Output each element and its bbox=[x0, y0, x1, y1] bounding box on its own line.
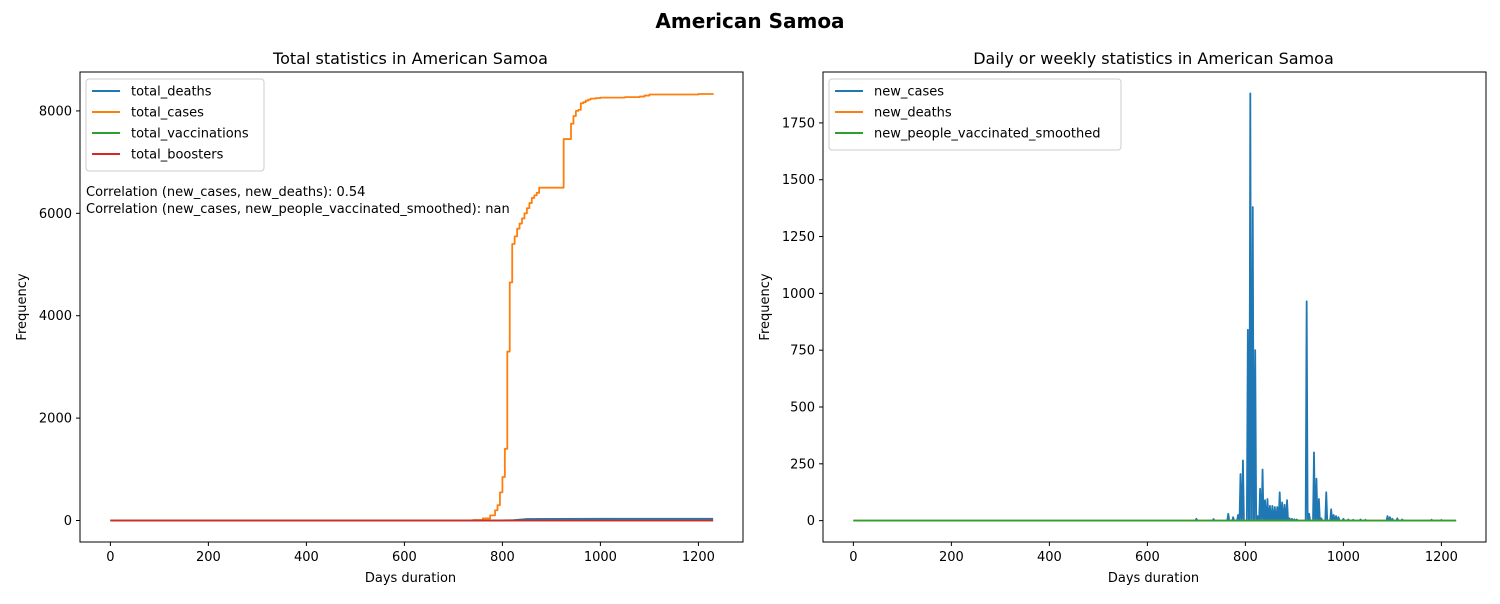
legend-label: new_deaths bbox=[874, 106, 952, 121]
daily-statistics-chart: Daily or weekly statistics in American S… bbox=[758, 49, 1487, 586]
x-tick-label: 0 bbox=[849, 550, 857, 565]
y-tick-label: 4000 bbox=[39, 309, 72, 324]
y-tick-label: 1500 bbox=[782, 173, 815, 188]
legend-label: total_deaths bbox=[131, 85, 212, 100]
figure-title: American Samoa bbox=[655, 9, 844, 33]
x-tick-label: 200 bbox=[196, 550, 221, 565]
total-statistics-chart: Total statistics in American Samoa Days … bbox=[15, 49, 744, 586]
chart-title-total: Total statistics in American Samoa bbox=[272, 49, 548, 68]
correlation-annotation-vaccinations: Correlation (new_cases, new_people_vacci… bbox=[86, 202, 510, 217]
y-axis-label-total: Frequency bbox=[15, 273, 30, 340]
x-axis-label-total: Days duration bbox=[365, 571, 456, 586]
y-tick-label: 0 bbox=[807, 514, 815, 529]
x-tick-label: 400 bbox=[294, 550, 319, 565]
x-tick-label: 800 bbox=[1233, 550, 1258, 565]
x-tick-label: 400 bbox=[1037, 550, 1062, 565]
y-tick-label: 250 bbox=[790, 457, 815, 472]
legend-label: total_vaccinations bbox=[131, 127, 249, 142]
x-tick-label: 0 bbox=[106, 550, 114, 565]
axes-frame bbox=[822, 71, 1487, 543]
legend bbox=[828, 78, 1122, 151]
chart-title-daily: Daily or weekly statistics in American S… bbox=[973, 49, 1334, 68]
x-tick-label: 1200 bbox=[682, 550, 715, 565]
x-tick-label: 1200 bbox=[1425, 550, 1458, 565]
series-line-new-cases bbox=[853, 92, 1457, 522]
y-tick-label: 1250 bbox=[782, 230, 815, 245]
y-tick-label: 750 bbox=[790, 344, 815, 359]
y-tick-label: 1750 bbox=[782, 116, 815, 131]
x-tick-label: 800 bbox=[490, 550, 515, 565]
series-line-total-cases bbox=[110, 93, 715, 522]
axes-frame bbox=[79, 71, 744, 543]
y-tick-label: 500 bbox=[790, 401, 815, 416]
legend-label: new_cases bbox=[874, 85, 944, 100]
y-tick-label: 0 bbox=[64, 514, 72, 529]
legend-label: total_cases bbox=[131, 106, 204, 121]
x-tick-label: 600 bbox=[1135, 550, 1160, 565]
y-tick-label: 8000 bbox=[39, 104, 72, 119]
x-axis-label-daily: Days duration bbox=[1108, 571, 1199, 586]
x-tick-label: 1000 bbox=[584, 550, 617, 565]
y-tick-label: 1000 bbox=[782, 287, 815, 302]
x-tick-label: 600 bbox=[392, 550, 417, 565]
x-tick-label: 1000 bbox=[1327, 550, 1360, 565]
correlation-annotation-deaths: Correlation (new_cases, new_deaths): 0.5… bbox=[86, 185, 365, 200]
y-axis-label-daily: Frequency bbox=[758, 273, 773, 340]
y-tick-label: 2000 bbox=[39, 412, 72, 427]
legend-label: new_people_vaccinated_smoothed bbox=[874, 127, 1100, 142]
legend bbox=[85, 78, 265, 172]
y-tick-label: 6000 bbox=[39, 207, 72, 222]
legend-label: total_boosters bbox=[131, 148, 224, 163]
x-tick-label: 200 bbox=[939, 550, 964, 565]
